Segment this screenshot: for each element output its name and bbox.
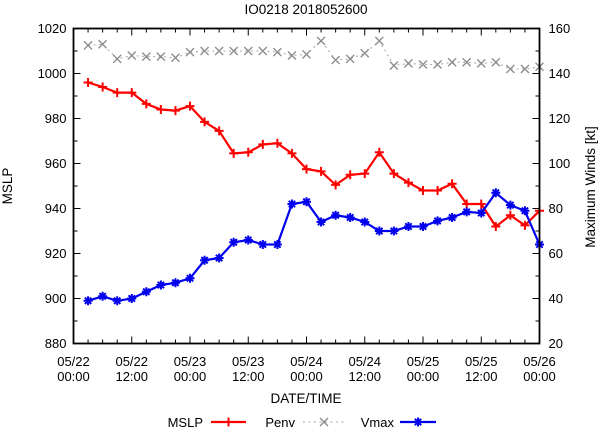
y-left-tick-label: 880 bbox=[45, 336, 67, 351]
y-left-axis-label: MSLP bbox=[0, 168, 15, 205]
x-tick-label: 05/25 12:00 bbox=[465, 354, 498, 384]
x-tick-label: 05/23 12:00 bbox=[232, 354, 265, 384]
legend-label-vmax: Vmax bbox=[361, 415, 395, 430]
y-right-tick-label: 160 bbox=[549, 21, 571, 36]
mslp-series bbox=[83, 78, 544, 231]
legend-marker-vmax bbox=[413, 417, 423, 427]
plot-area: 1020 1000 980 960 940 920 900 880 160 140 120 100 80… bbox=[38, 21, 571, 384]
legend-label-penv: Penv bbox=[265, 415, 295, 430]
y-right-tick-label: 120 bbox=[549, 111, 571, 126]
legend-label-mslp: MSLP bbox=[168, 415, 203, 430]
tick-labels: 1020 1000 980 960 940 920 900 880 160 140 120 100 80… bbox=[38, 21, 571, 384]
mslp-markers bbox=[83, 78, 544, 231]
vmax-series bbox=[83, 188, 544, 306]
penv-line bbox=[88, 40, 540, 70]
y-left-tick-label: 960 bbox=[45, 156, 67, 171]
vmax-line bbox=[87, 191, 541, 302]
y-left-tick-label: 1000 bbox=[38, 66, 67, 81]
y-right-tick-label: 40 bbox=[549, 291, 563, 306]
x-tick-label: 05/23 00:00 bbox=[174, 354, 207, 384]
y-right-tick-label: 20 bbox=[549, 336, 563, 351]
x-tick-label: 05/26 00:00 bbox=[523, 354, 556, 384]
legend-marker-mslp bbox=[224, 417, 233, 427]
y-right-tick-label: 80 bbox=[549, 201, 563, 216]
plot-border bbox=[72, 27, 541, 345]
y-left-tick-label: 900 bbox=[45, 291, 67, 306]
mslp-line bbox=[87, 81, 541, 229]
y-left-tick-label: 920 bbox=[45, 246, 67, 261]
legend: MSLP Penv Vmax bbox=[168, 415, 436, 430]
vmax-markers bbox=[83, 188, 544, 306]
y-left-tick-label: 1020 bbox=[38, 21, 67, 36]
penv-markers bbox=[83, 36, 544, 74]
y-right-tick-label: 100 bbox=[549, 156, 571, 171]
y-right-tick-label: 60 bbox=[549, 246, 563, 261]
y-right-tick-label: 140 bbox=[549, 66, 571, 81]
y-left-tick-label: 940 bbox=[45, 201, 67, 216]
y-right-axis-label: Maximum Winds [kt] bbox=[583, 126, 598, 248]
x-tick-label: 05/24 12:00 bbox=[348, 354, 381, 384]
x-axis-label: DATE/TIME bbox=[270, 391, 341, 406]
legend-marker-penv bbox=[319, 417, 329, 427]
penv-series bbox=[83, 36, 544, 74]
x-tick-label: 05/22 00:00 bbox=[57, 354, 90, 384]
x-tick-label: 05/22 12:00 bbox=[115, 354, 148, 384]
chart-title: IO0218 2018052600 bbox=[244, 2, 367, 17]
x-tick-label: 05/24 00:00 bbox=[290, 354, 323, 384]
y-left-tick-label: 980 bbox=[45, 111, 67, 126]
x-tick-label: 05/25 00:00 bbox=[407, 354, 440, 384]
axis-ticks bbox=[73, 28, 540, 344]
